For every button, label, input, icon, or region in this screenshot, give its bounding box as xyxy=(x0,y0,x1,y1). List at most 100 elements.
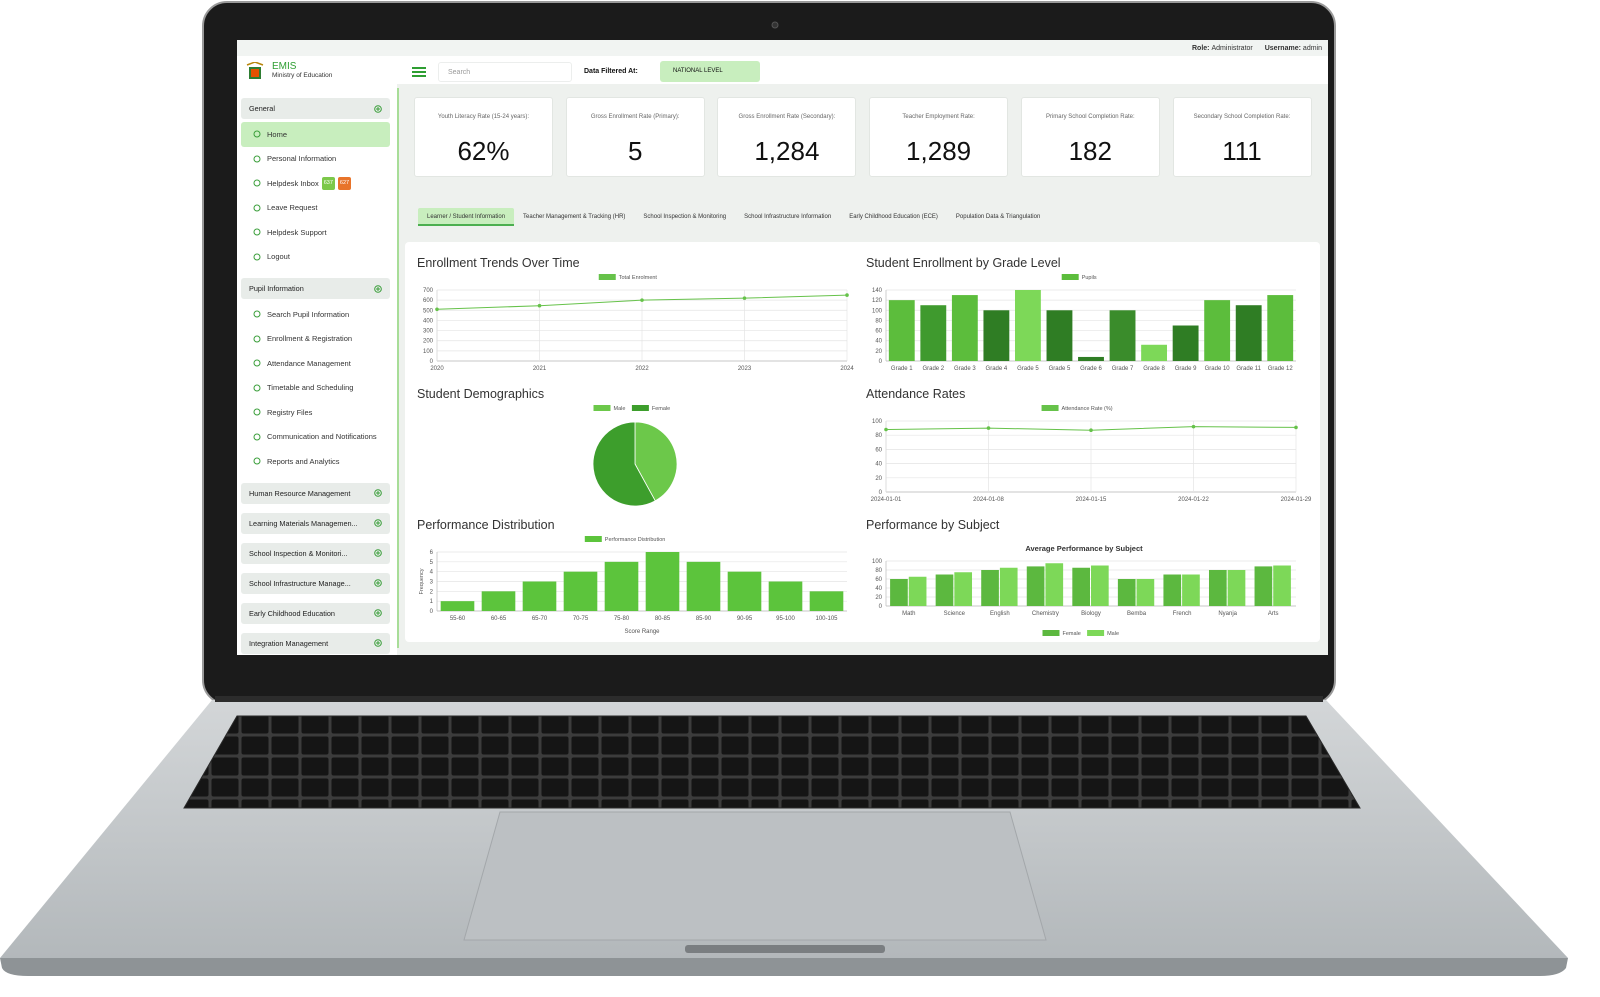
line-point xyxy=(1294,425,1298,430)
icon-shape xyxy=(253,179,261,187)
icon-shape xyxy=(376,106,380,111)
pie-slice xyxy=(592,421,656,507)
icon-shape xyxy=(253,457,261,465)
bar xyxy=(1078,356,1104,361)
x-tick-label: Chemistry xyxy=(1032,611,1059,617)
app-name: EMIS xyxy=(272,61,297,72)
line-point xyxy=(537,303,542,308)
legend-label: Pupils xyxy=(1082,275,1097,281)
icon-shape xyxy=(376,611,380,615)
menu-item[interactable]: Personal Information xyxy=(241,147,390,172)
sidebar: General Home Personal Information Helpdesk … xyxy=(241,98,390,655)
tab[interactable]: Learner / Student Information xyxy=(418,208,515,226)
kpi-value: 62% xyxy=(457,136,510,166)
scrollbar xyxy=(397,88,399,648)
expand-icon xyxy=(374,549,382,557)
item-icon xyxy=(253,130,261,138)
bar xyxy=(1117,579,1136,606)
icon-shape xyxy=(374,104,382,113)
menu-item[interactable]: Reports and Analytics xyxy=(241,449,390,474)
x-tick-label: Grade 2 xyxy=(922,366,944,372)
x-tick-label: English xyxy=(990,611,1010,617)
kpi-card: Primary School Completion Rate: 182 xyxy=(1020,97,1160,177)
menu-label: Personal Information xyxy=(267,154,337,164)
menu-label: Enrollment & Registration xyxy=(267,334,353,344)
item-icon xyxy=(253,253,261,261)
tab[interactable]: Population Data & Triangulation xyxy=(955,214,1041,220)
front-notch xyxy=(685,945,885,953)
expand-icon xyxy=(374,639,382,647)
y-tick-label: 80 xyxy=(875,433,882,439)
bar xyxy=(440,601,475,611)
trackpad[interactable] xyxy=(463,811,1047,941)
tab[interactable]: Teacher Management & Tracking (HR) xyxy=(523,214,626,220)
x-tick-label: Grade 6 xyxy=(1080,366,1102,372)
menu-button[interactable] xyxy=(412,66,426,78)
bar xyxy=(1109,310,1136,361)
menu-item[interactable]: Logout xyxy=(241,245,390,270)
line-point xyxy=(1089,428,1093,433)
section-header[interactable]: Pupil Information xyxy=(241,278,390,299)
section-header[interactable]: School Infrastructure Manage... xyxy=(241,572,390,594)
section-items: Home Personal Information Helpdesk Inbox 63… xyxy=(241,122,390,269)
y-tick-label: 60 xyxy=(875,329,882,335)
x-tick-label: 2024-01-01 xyxy=(871,497,902,503)
menu-item[interactable]: Attendance Management xyxy=(241,351,390,376)
x-tick-label: Grade 7 xyxy=(1112,366,1134,372)
icon-shape xyxy=(374,519,382,527)
filter-value[interactable]: NATIONAL LEVEL xyxy=(660,61,760,82)
search-box[interactable]: Search xyxy=(438,62,572,82)
menu-label: Registry Files xyxy=(267,407,313,417)
menu-item[interactable]: Timetable and Scheduling xyxy=(241,376,390,401)
icon-shape xyxy=(374,284,382,293)
menu-item[interactable]: Communication and Notifications xyxy=(241,425,390,450)
icon-shape xyxy=(253,228,261,236)
item-icon xyxy=(253,179,261,187)
menu-item[interactable]: Helpdesk Support xyxy=(241,220,390,245)
section-header[interactable]: Learning Materials Managemen... xyxy=(241,512,390,534)
menu-item[interactable]: Registry Files xyxy=(241,400,390,425)
x-tick-label: 65-70 xyxy=(532,616,548,622)
y-tick-label: 80 xyxy=(875,318,882,324)
tab[interactable]: Early Childhood Education (ECE) xyxy=(849,214,938,220)
icon-shape xyxy=(374,549,382,557)
menu-item[interactable]: Leave Request xyxy=(241,196,390,221)
bar xyxy=(1091,565,1109,606)
kpi-label: Primary School Completion Rate: xyxy=(1045,114,1135,120)
menu-item[interactable]: Search Pupil Information xyxy=(241,302,390,327)
kpi-value: 1,284 xyxy=(754,136,820,166)
chart: Attendance Rates Attendance Rate (%) 0 20 40… xyxy=(866,387,1312,503)
item-icon xyxy=(253,433,261,441)
kpi-label: Youth Literacy Rate (15-24 years): xyxy=(437,114,530,120)
section-header[interactable]: School Inspection & Monitori... xyxy=(241,542,390,564)
tab[interactable]: School Infrastructure Information xyxy=(744,214,832,220)
x-tick-label: 2024-01-15 xyxy=(1076,497,1107,503)
menu-item[interactable]: Home xyxy=(241,122,390,147)
section-title: Integration Management xyxy=(249,638,329,648)
x-tick-label: 85-90 xyxy=(696,616,712,622)
y-tick-label: 100 xyxy=(872,559,883,565)
x-tick-label: 2021 xyxy=(533,366,547,372)
menu-item[interactable]: Helpdesk Inbox 637 627 xyxy=(241,171,390,196)
bar xyxy=(1267,295,1294,361)
y-tick-label: 120 xyxy=(872,298,883,304)
legend-swatch xyxy=(1087,630,1105,636)
menu-label: Timetable and Scheduling xyxy=(267,383,354,393)
bar xyxy=(1204,300,1231,361)
x-tick-label: Grade 8 xyxy=(1143,366,1165,372)
legend-swatch xyxy=(584,536,602,542)
tab[interactable]: School Inspection & Monitoring xyxy=(643,214,727,220)
section-header[interactable]: General xyxy=(241,98,390,119)
section-title: School Inspection & Monitori... xyxy=(249,548,348,558)
menu-label: Communication and Notifications xyxy=(267,432,377,442)
username[interactable]: Username: admin xyxy=(1265,45,1322,52)
section-header[interactable]: Integration Management xyxy=(241,632,390,654)
section-header[interactable]: Human Resource Management xyxy=(241,482,390,504)
section-header[interactable]: Early Childhood Education xyxy=(241,602,390,624)
bar xyxy=(920,305,947,361)
bar xyxy=(604,561,639,611)
section-title: Learning Materials Managemen... xyxy=(249,518,358,528)
y-tick-label: 140 xyxy=(872,288,883,294)
menu-item[interactable]: Enrollment & Registration xyxy=(241,327,390,352)
